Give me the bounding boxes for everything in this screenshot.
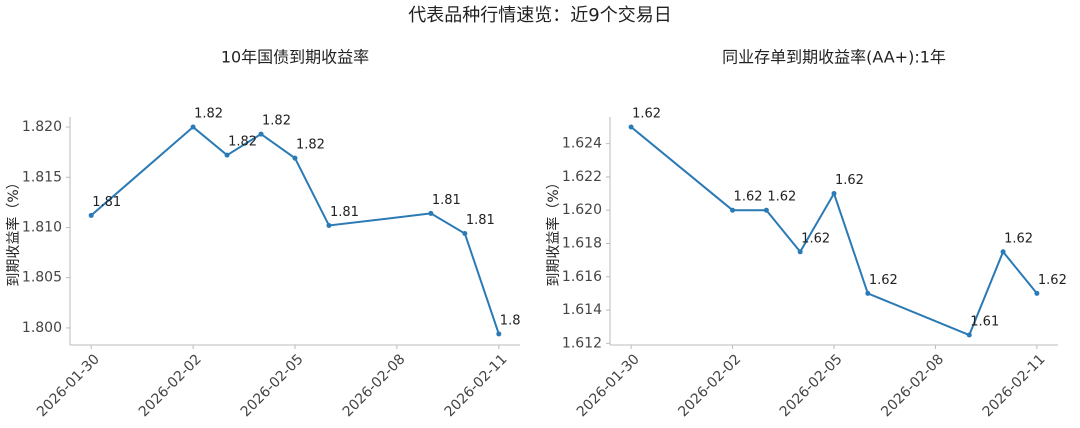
data-label: 1.62 (869, 273, 898, 288)
y-tick-label: 1.614 (562, 302, 602, 318)
point (428, 210, 434, 216)
data-label: 1.81 (92, 195, 121, 210)
x-tick-label: 2026-02-08 (340, 351, 409, 420)
point (628, 124, 634, 130)
x-tick-label: 2026-02-11 (980, 351, 1049, 420)
data-label: 1.82 (228, 135, 257, 150)
data-label: 1.82 (296, 138, 325, 153)
point (730, 207, 736, 213)
point (831, 191, 837, 197)
y-tick-label: 1.616 (562, 269, 602, 285)
data-label: 1.62 (767, 190, 796, 205)
subplot-title: 同业存单到期收益率(AA+):1年 (722, 48, 946, 67)
point (326, 222, 332, 228)
data-label: 1.81 (330, 205, 359, 220)
x-tick-label: 2026-01-30 (34, 351, 103, 420)
point (258, 131, 264, 137)
point (224, 152, 230, 158)
figure-title: 代表品种行情速览：近9个交易日 (408, 5, 671, 26)
x-tick-label: 2026-02-02 (675, 351, 744, 420)
y-tick-label: 1.800 (22, 320, 62, 336)
y-tick-label: 1.815 (22, 169, 62, 185)
y-tick-label: 1.805 (22, 270, 62, 286)
y-tick-label: 1.810 (22, 219, 62, 235)
data-label: 1.81 (432, 193, 461, 208)
y-tick-label: 1.622 (562, 169, 602, 185)
x-tick-label: 2026-02-11 (442, 351, 511, 420)
point (462, 231, 468, 237)
data-label: 1.61 (970, 315, 999, 330)
point (88, 212, 94, 218)
data-label: 1.62 (801, 231, 830, 246)
data-label: 1.62 (835, 173, 864, 188)
data-label: 1.62 (1038, 273, 1067, 288)
point (496, 331, 502, 337)
line (630, 126, 1038, 337)
point (797, 249, 803, 255)
y-tick-label: 1.624 (562, 136, 602, 152)
point (763, 207, 769, 213)
y-axis-label: 到期收益率（%） (545, 175, 562, 286)
point (1034, 290, 1040, 296)
x-tick-label: 2026-02-05 (777, 351, 846, 420)
y-tick-label: 1.612 (562, 335, 602, 351)
y-axis-label: 到期收益率（%） (5, 175, 22, 286)
data-label: 1.62 (1004, 231, 1033, 246)
point (966, 332, 972, 338)
point (1000, 249, 1006, 255)
data-label: 1.82 (262, 114, 291, 129)
x-tick-label: 2026-02-05 (238, 351, 307, 420)
subplot-title: 10年国债到期收益率 (221, 48, 369, 67)
data-label: 1.8 (500, 313, 521, 328)
point (865, 290, 871, 296)
y-tick-label: 1.620 (562, 202, 602, 218)
data-label: 1.82 (194, 107, 223, 122)
x-tick-label: 2026-01-30 (574, 351, 643, 420)
y-tick-label: 1.618 (562, 235, 602, 251)
data-label: 1.62 (632, 106, 661, 121)
x-tick-label: 2026-02-08 (878, 351, 947, 420)
data-label: 1.62 (734, 190, 763, 205)
x-tick-label: 2026-02-02 (136, 351, 205, 420)
data-label: 1.81 (466, 213, 495, 228)
point (292, 155, 298, 161)
y-tick-label: 1.820 (22, 119, 62, 135)
point (190, 124, 196, 130)
